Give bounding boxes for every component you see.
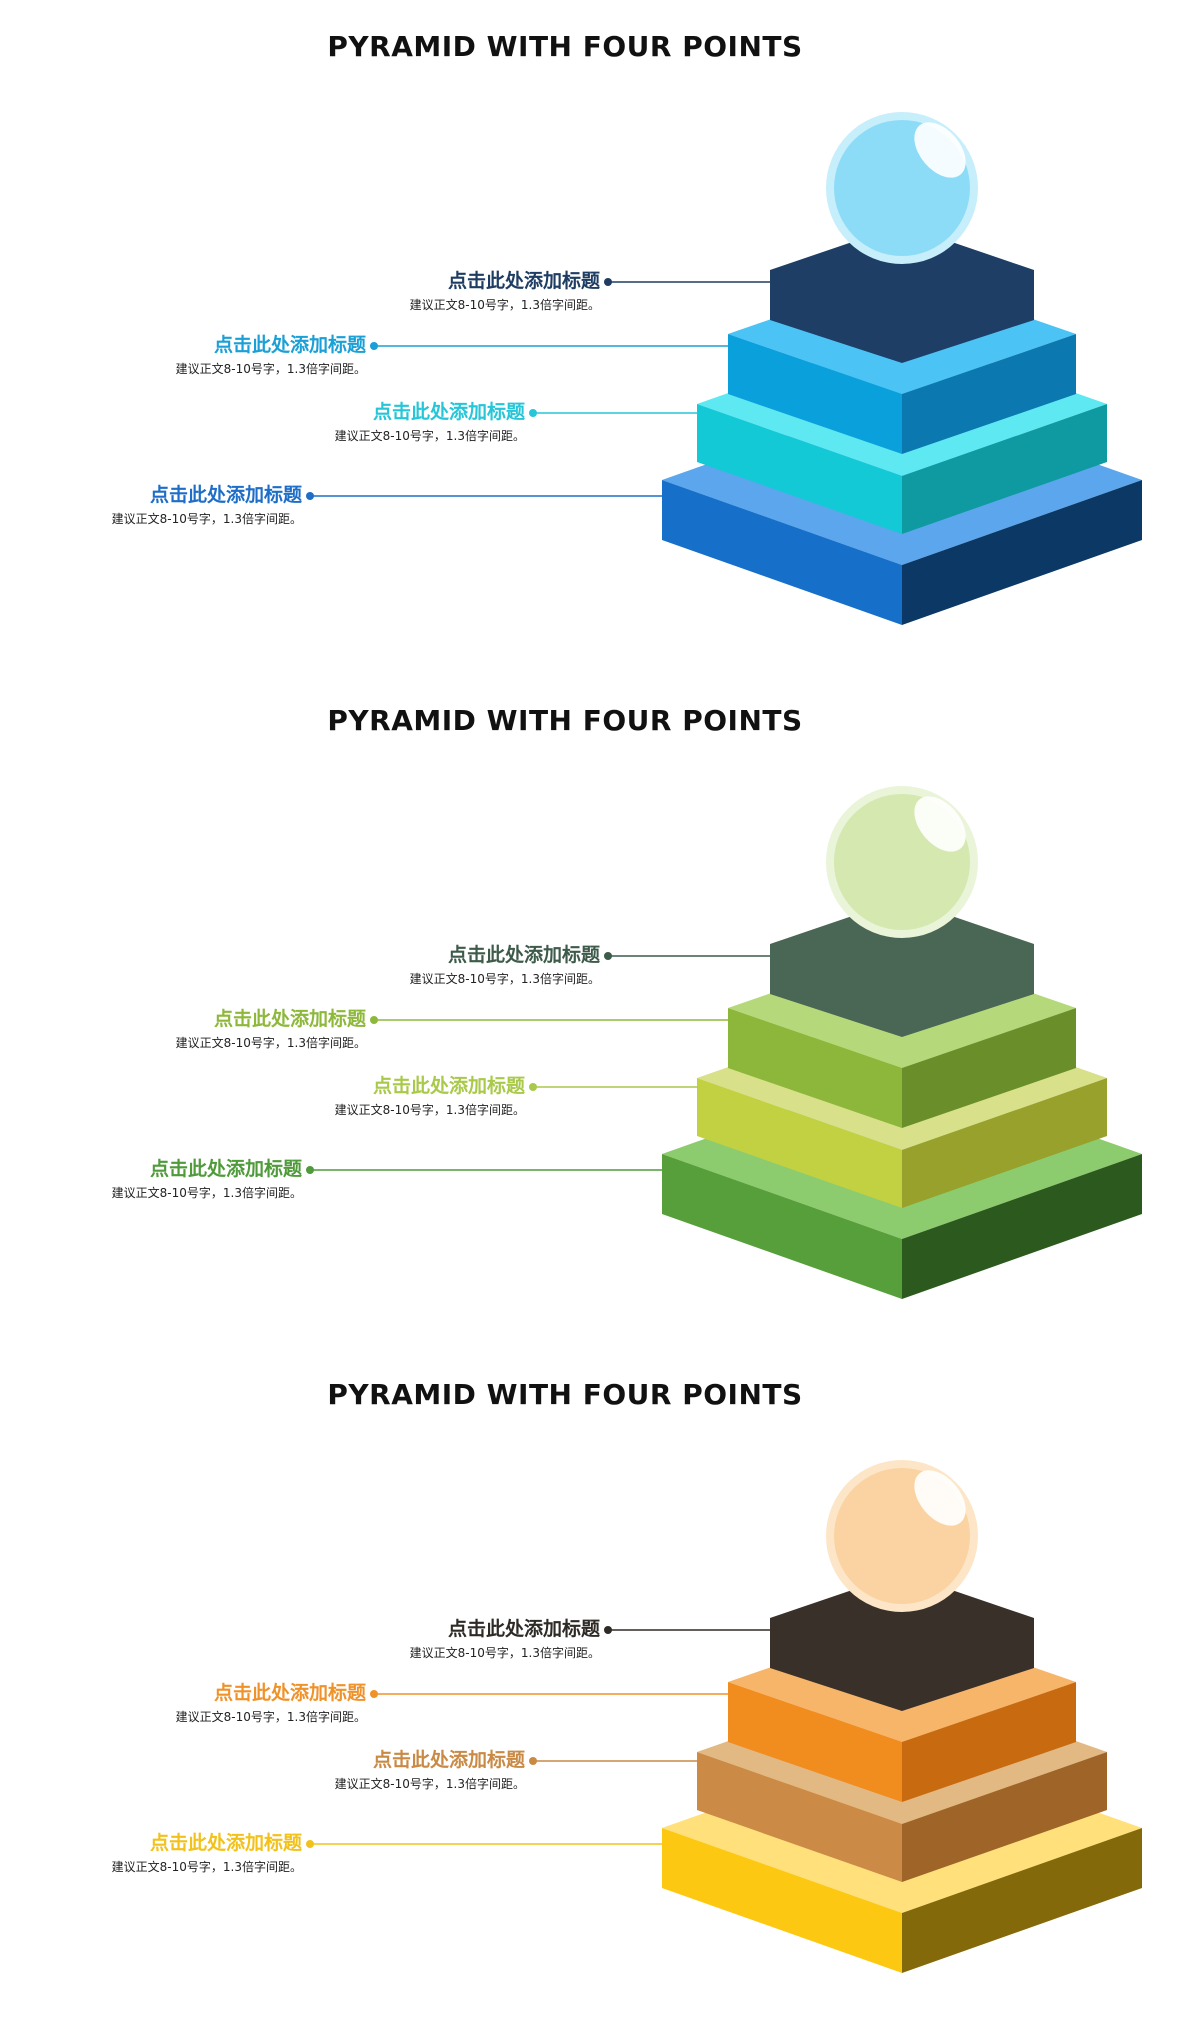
level-2-right-face [902, 1008, 1076, 1128]
connector-dot-3 [529, 1757, 537, 1765]
pyramid-level-1 [770, 225, 1034, 363]
pyramid-panel-2: PYRAMID WITH FOUR POINTS 点击此处添加标题 建议正文8-10… [0, 674, 1200, 1348]
label-heading: 点击此处添加标题 [213, 334, 366, 356]
ball-highlight [914, 796, 966, 852]
connector-dot-2 [370, 1690, 378, 1698]
glossy-ball [826, 112, 978, 264]
label-block-1: 点击此处添加标题建议正文8-10号字，1.3倍字间距。 [410, 269, 600, 313]
level-4-right-face [902, 480, 1142, 625]
label-heading: 点击此处添加标题 [149, 1158, 302, 1180]
level-4-right-face [902, 1154, 1142, 1299]
label-heading: 点击此处添加标题 [213, 1008, 366, 1030]
label-body: 建议正文8-10号字，1.3倍字间距。 [111, 1860, 302, 1874]
ball-highlight [914, 122, 966, 178]
ball-highlight [914, 1470, 966, 1526]
label-heading: 点击此处添加标题 [372, 1075, 525, 1097]
label-body: 建议正文8-10号字，1.3倍字间距。 [409, 1646, 600, 1660]
label-body: 建议正文8-10号字，1.3倍字间距。 [334, 429, 525, 443]
label-body: 建议正文8-10号字，1.3倍字间距。 [111, 1186, 302, 1200]
pyramid-level-1 [770, 899, 1034, 1037]
connector-dot-2 [370, 342, 378, 350]
label-block-4: 点击此处添加标题建议正文8-10号字，1.3倍字间距。 [112, 1831, 302, 1875]
connector-dot-4 [306, 492, 314, 500]
label-block-4: 点击此处添加标题建议正文8-10号字，1.3倍字间距。 [112, 1157, 302, 1201]
label-body: 建议正文8-10号字，1.3倍字间距。 [175, 1036, 366, 1050]
level-2-right-face [902, 1682, 1076, 1802]
level-2-left-face [728, 1008, 902, 1128]
label-body: 建议正文8-10号字，1.3倍字间距。 [409, 972, 600, 986]
level-3-right-face [902, 1752, 1107, 1882]
label-block-3: 点击此处添加标题建议正文8-10号字，1.3倍字间距。 [335, 1074, 525, 1118]
level-4-left-face [662, 1154, 902, 1299]
label-heading: 点击此处添加标题 [213, 1682, 366, 1704]
level-1-block [770, 225, 1034, 363]
panel-title: PYRAMID WITH FOUR POINTS [327, 30, 803, 63]
pyramid-panel-3: PYRAMID WITH FOUR POINTS 点击此处添加标题 建议正文8-10… [0, 1348, 1200, 2022]
label-heading: 点击此处添加标题 [372, 401, 525, 423]
label-block-3: 点击此处添加标题建议正文8-10号字，1.3倍字间距。 [335, 1748, 525, 1792]
level-4-left-face [662, 1828, 902, 1973]
level-1-block [770, 1573, 1034, 1711]
level-1-block [770, 899, 1034, 1037]
label-block-2: 点击此处添加标题建议正文8-10号字，1.3倍字间距。 [176, 1681, 366, 1725]
panel-title: PYRAMID WITH FOUR POINTS [327, 704, 803, 737]
label-block-2: 点击此处添加标题建议正文8-10号字，1.3倍字间距。 [176, 1007, 366, 1051]
pyramid-level-1 [770, 1573, 1034, 1711]
panel-title: PYRAMID WITH FOUR POINTS [327, 1378, 803, 1411]
level-2-right-face [902, 334, 1076, 454]
level-2-left-face [728, 1682, 902, 1802]
pyramid-graphic [306, 786, 1142, 1299]
label-heading: 点击此处添加标题 [447, 944, 600, 966]
glossy-ball [826, 786, 978, 938]
label-body: 建议正文8-10号字，1.3倍字间距。 [175, 362, 366, 376]
connector-dot-4 [306, 1840, 314, 1848]
pyramid-panel-1: PYRAMID WITH FOUR POINTS 点击此处添加标题 建议正文8-10… [0, 0, 1200, 674]
label-heading: 点击此处添加标题 [447, 1618, 600, 1640]
level-3-left-face [697, 1078, 902, 1208]
level-2-left-face [728, 334, 902, 454]
level-3-left-face [697, 1752, 902, 1882]
connector-dot-1 [604, 952, 612, 960]
level-3-left-face [697, 404, 902, 534]
connector-dot-3 [529, 409, 537, 417]
label-block-4: 点击此处添加标题建议正文8-10号字，1.3倍字间距。 [112, 483, 302, 527]
label-heading: 点击此处添加标题 [149, 484, 302, 506]
level-4-right-face [902, 1828, 1142, 1973]
label-body: 建议正文8-10号字，1.3倍字间距。 [111, 512, 302, 526]
label-body: 建议正文8-10号字，1.3倍字间距。 [409, 298, 600, 312]
pyramid-graphic [306, 112, 1142, 625]
connector-dot-1 [604, 1626, 612, 1634]
label-heading: 点击此处添加标题 [149, 1832, 302, 1854]
label-heading: 点击此处添加标题 [447, 270, 600, 292]
glossy-ball [826, 1460, 978, 1612]
connector-dot-4 [306, 1166, 314, 1174]
label-block-1: 点击此处添加标题建议正文8-10号字，1.3倍字间距。 [410, 943, 600, 987]
pyramid-graphic [306, 1460, 1142, 1973]
label-heading: 点击此处添加标题 [372, 1749, 525, 1771]
label-body: 建议正文8-10号字，1.3倍字间距。 [175, 1710, 366, 1724]
connector-dot-1 [604, 278, 612, 286]
connector-dot-3 [529, 1083, 537, 1091]
label-block-2: 点击此处添加标题建议正文8-10号字，1.3倍字间距。 [176, 333, 366, 377]
label-block-3: 点击此处添加标题建议正文8-10号字，1.3倍字间距。 [335, 400, 525, 444]
label-block-1: 点击此处添加标题建议正文8-10号字，1.3倍字间距。 [410, 1617, 600, 1661]
level-4-left-face [662, 480, 902, 625]
label-body: 建议正文8-10号字，1.3倍字间距。 [334, 1103, 525, 1117]
level-3-right-face [902, 404, 1107, 534]
label-body: 建议正文8-10号字，1.3倍字间距。 [334, 1777, 525, 1791]
level-3-right-face [902, 1078, 1107, 1208]
connector-dot-2 [370, 1016, 378, 1024]
